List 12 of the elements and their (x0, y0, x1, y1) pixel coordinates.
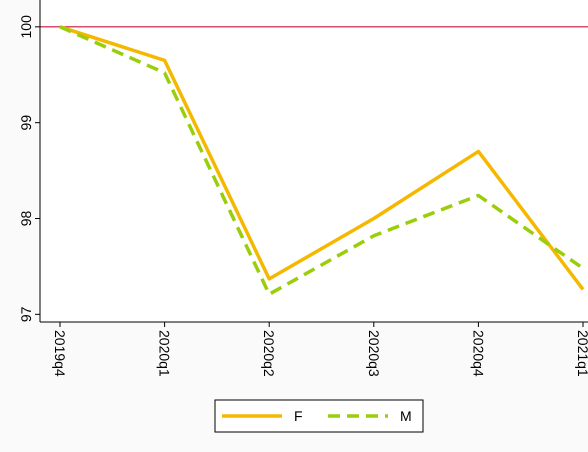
x-tick-label: 2020q4 (470, 330, 486, 377)
x-tick-label: 2020q1 (156, 330, 173, 377)
x-tick-label: 2021q1 (575, 330, 588, 377)
x-tick-label: 2019q4 (52, 330, 68, 377)
x-tick-label: 2020q2 (261, 330, 278, 377)
x-tick-label: 2020q3 (366, 330, 382, 377)
y-tick-label: 98 (18, 210, 34, 226)
legend-label: M (400, 408, 412, 424)
legend-label: F (294, 408, 303, 424)
y-tick-label: 97 (18, 306, 34, 322)
y-tick-label: 100 (18, 14, 34, 39)
y-tick-label: 99 (18, 114, 34, 130)
